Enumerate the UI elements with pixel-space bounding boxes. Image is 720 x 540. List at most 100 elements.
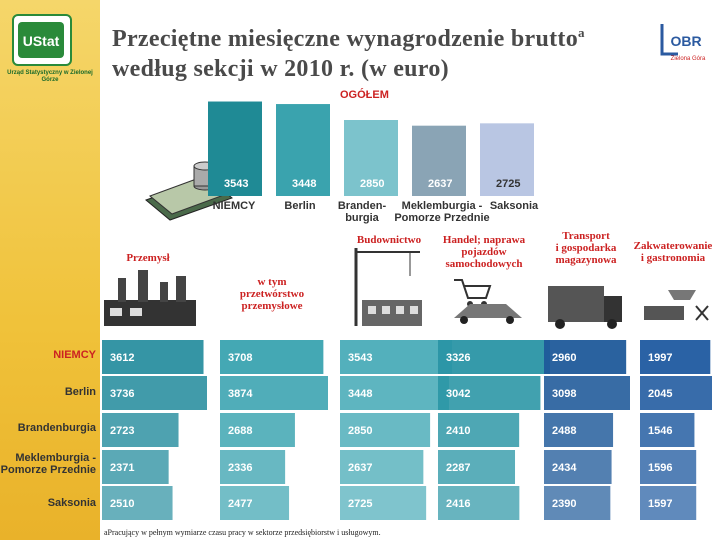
factory-icon: [104, 270, 196, 326]
section-bar: [640, 340, 711, 374]
truck-icon: [548, 286, 622, 329]
section-bar: [438, 450, 516, 484]
shopping-cart-car-icon: [454, 279, 522, 324]
section-bar: [220, 450, 286, 484]
section-bar: [544, 376, 630, 410]
ogolem-bar-value: 3448: [292, 178, 316, 190]
section-bar-value: 3736: [110, 388, 134, 400]
section-bar: [544, 340, 627, 374]
section-bar-value: 3874: [228, 388, 253, 400]
section-bar: [102, 450, 169, 484]
section-bar-value: 2416: [446, 498, 470, 510]
ogolem-category-label: Meklemburgia - Pomorze Przednie: [394, 200, 490, 224]
section-bar: [340, 486, 427, 520]
section-bar: [220, 376, 328, 410]
ogolem-category-label: Saksonia: [489, 200, 539, 212]
region-label: Saksonia: [47, 497, 96, 509]
section-bar: [640, 376, 712, 410]
section-bar: [220, 486, 290, 520]
section-bar: [220, 413, 295, 447]
section-bar: [438, 413, 520, 447]
title-line-2: według sekcji w 2010 r. (w euro): [112, 56, 449, 82]
ogolem-bar: [276, 104, 330, 196]
section-label: Transport i gospodarka magazynowa: [555, 230, 617, 266]
ogolem-bar-value: 2637: [428, 178, 452, 190]
section-bar-value: 3042: [446, 388, 470, 400]
section-bar-value: 2725: [348, 498, 372, 510]
ogolem-bar-value: 2850: [360, 178, 384, 190]
ogolem-title: OGÓŁEM: [340, 89, 389, 101]
section-bar-value: 3543: [348, 352, 372, 364]
section-bar-value: 2390: [552, 498, 576, 510]
ogolem-bar-value: 2725: [496, 178, 520, 190]
ogolem-category-label: Branden- burgia: [337, 200, 387, 224]
section-bar-value: 2045: [648, 388, 672, 400]
section-bar: [102, 376, 207, 410]
section-bar: [340, 340, 452, 374]
ogolem-category-label: NIEMCY: [212, 200, 256, 212]
page-title: Przeciętne miesięczne wynagrodzenie brut…: [112, 18, 632, 84]
section-bar-value: 2723: [110, 425, 134, 437]
section-bar-value: 2960: [552, 352, 576, 364]
section-bar-value: 2850: [348, 425, 372, 437]
section-bar-value: 2510: [110, 498, 134, 510]
section-bar-value: 3098: [552, 388, 576, 400]
section-bar: [544, 486, 611, 520]
section-bar-value: 2336: [228, 462, 252, 474]
ustat-logo-text: UStat: [23, 33, 60, 49]
region-label: NIEMCY: [53, 349, 96, 361]
section-bar: [340, 376, 449, 410]
section-label: Budownictwo: [356, 234, 422, 246]
section-bar-value: 2477: [228, 498, 252, 510]
section-bar: [640, 486, 697, 520]
sidebar: UStat Urząd Statystyczny w Zielonej Górz…: [0, 0, 100, 540]
section-bar: [220, 340, 324, 374]
section-bar: [438, 340, 550, 374]
section-bar-value: 2637: [348, 462, 372, 474]
section-bar-value: 1546: [648, 425, 672, 437]
section-bar: [102, 486, 173, 520]
region-label: Berlin: [64, 386, 96, 398]
section-bar: [438, 376, 541, 410]
section-bar: [544, 413, 614, 447]
ogolem-bar: [480, 123, 534, 196]
section-label: Handel; naprawa pojazdów samochodowych: [442, 234, 526, 270]
section-bar-value: 2488: [552, 425, 576, 437]
ogolem-bar: [208, 101, 262, 196]
ogolem-bar-value: 3543: [224, 178, 248, 190]
section-bar-value: 3612: [110, 352, 134, 364]
section-bar-value: 1597: [648, 498, 672, 510]
section-label: Przemysł: [126, 252, 170, 264]
ustat-caption: Urząd Statystyczny w Zielonej Górze: [7, 70, 93, 83]
construction-crane-icon: [354, 248, 422, 326]
ustat-logo-icon: UStat: [18, 22, 64, 58]
bed-cutlery-icon: [644, 290, 709, 321]
ogolem-category-label: Berlin: [284, 200, 316, 212]
section-bar: [102, 340, 204, 374]
section-bar-value: 1596: [648, 462, 672, 474]
section-label: w tym przetwórstwo przemysłowe: [239, 276, 305, 312]
obr-logo-icon: [660, 24, 678, 56]
section-bar: [640, 413, 695, 447]
obr-logo: OBR Zielona Góra: [660, 24, 706, 62]
section-bar-value: 2410: [446, 425, 470, 437]
footnote: aPracujący w pełnym wymiarze czasu pracy…: [104, 528, 381, 537]
section-bar-value: 3448: [348, 388, 372, 400]
section-bar: [102, 413, 179, 447]
obr-logo-caption: Zielona Góra: [671, 56, 706, 62]
section-bar: [340, 450, 424, 484]
ogolem-bar: [412, 125, 466, 196]
section-bar: [640, 450, 697, 484]
title-superscript: a: [578, 25, 585, 40]
section-bar: [340, 413, 431, 447]
section-label: Zakwaterowanie i gastronomia: [633, 240, 713, 264]
ustat-logo: UStat: [12, 14, 72, 66]
region-label: Meklemburgia - Pomorze Przednie: [0, 452, 96, 476]
title-line-1: Przeciętne miesięczne wynagrodzenie brut…: [112, 26, 579, 52]
region-label: Brandenburgia: [17, 422, 96, 434]
section-bar-value: 3326: [446, 352, 470, 364]
section-bar-value: 2434: [552, 462, 577, 474]
